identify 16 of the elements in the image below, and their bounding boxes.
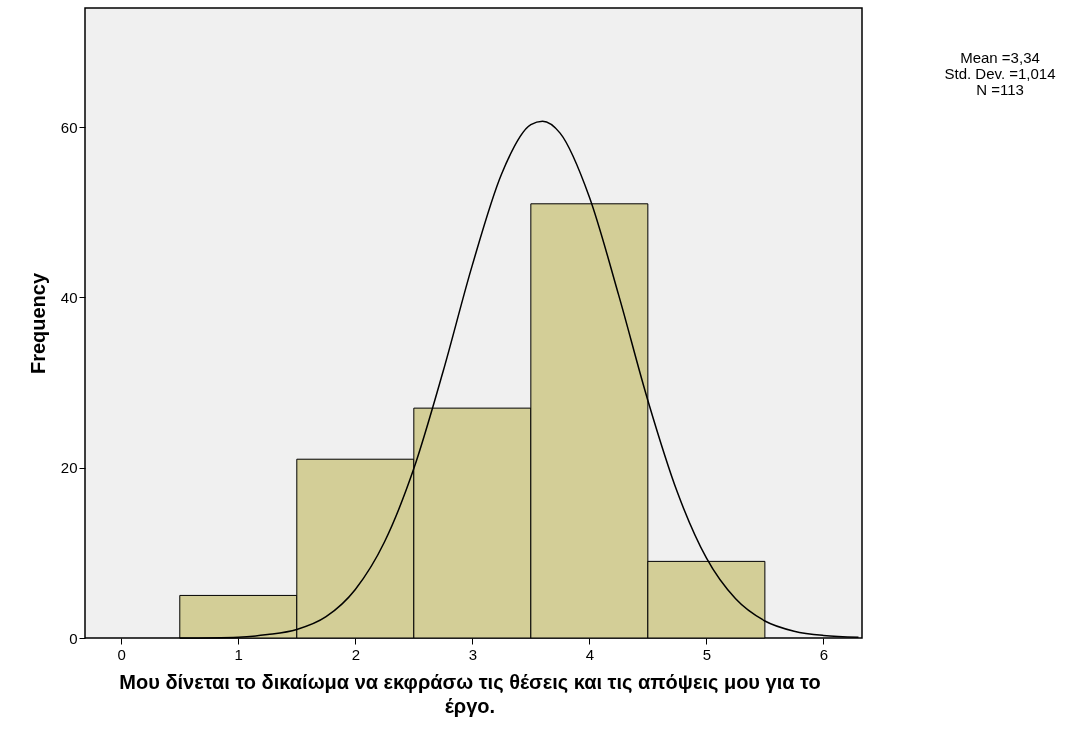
x-tick-label: 2 — [351, 645, 360, 663]
x-axis-title: Μου δίνεται το δικαίωμα να εκφράσω τις θέσεις και τις απόψεις μου για το έργο. — [118, 670, 822, 718]
y-axis-title: Frequency — [26, 272, 49, 375]
y-tick-label: 60 — [60, 118, 78, 136]
x-tick-label: 4 — [585, 645, 595, 663]
text: Std. Dev. =1,014 — [943, 65, 1057, 82]
x-tick-label: 6 — [819, 645, 829, 663]
y-tick-label: 40 — [60, 288, 78, 306]
x-tick-label: 5 — [702, 645, 712, 663]
x-tick-label: 3 — [468, 645, 477, 663]
y-tick-label: 20 — [60, 459, 78, 477]
x-tick-label: 1 — [234, 645, 243, 663]
x-tick-label: 0 — [117, 645, 126, 663]
text: N =113 — [975, 81, 1025, 98]
y-tick-label: 0 — [69, 629, 78, 647]
text: Mean =3,34 — [959, 49, 1041, 66]
